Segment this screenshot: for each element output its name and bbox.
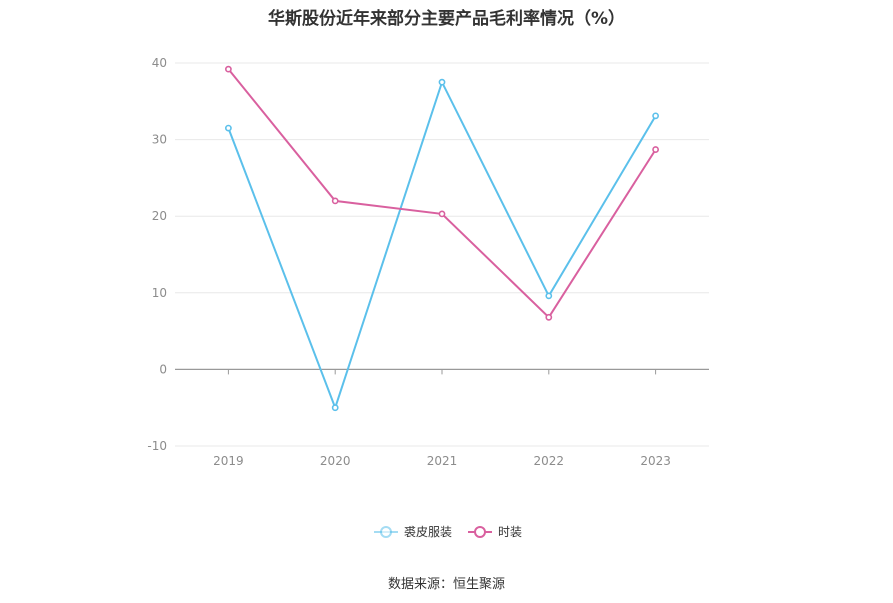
y-tick-label: -10 — [147, 439, 167, 453]
series-line — [227, 79, 657, 411]
series-lines — [227, 68, 657, 411]
series-line — [227, 68, 657, 319]
data-point — [331, 197, 339, 205]
x-tick-label: 2021 — [427, 454, 458, 468]
chart-title: 华斯股份近年来部分主要产品毛利率情况（%） — [267, 9, 626, 29]
data-point — [545, 313, 553, 321]
x-tick-label: 2020 — [320, 454, 351, 468]
y-tick-label: 30 — [152, 133, 167, 147]
data-point — [652, 112, 659, 120]
y-axis-ticks: -10 0 10 20 30 40 — [147, 56, 167, 453]
x-tick-label: 2023 — [640, 454, 671, 468]
data-point — [545, 292, 553, 300]
y-tick-label: 10 — [152, 286, 167, 300]
x-tick-label: 2019 — [213, 454, 244, 468]
legend-marker — [474, 526, 486, 538]
series-points — [224, 65, 659, 412]
y-tick-label: 20 — [152, 209, 167, 223]
data-point — [438, 78, 446, 86]
y-tick-label: 0 — [159, 362, 167, 376]
data-point — [224, 65, 232, 73]
gridlines — [175, 62, 709, 447]
x-tick-label: 2022 — [534, 454, 565, 468]
data-point — [331, 404, 339, 412]
legend-label: 裘皮服装 — [404, 525, 452, 539]
legend-item: 时装 — [468, 525, 522, 539]
data-point — [652, 146, 659, 153]
y-tick-label: 40 — [152, 56, 167, 70]
legend: 裘皮服装 时装 — [374, 525, 522, 539]
data-source: 数据来源：恒生聚源 — [387, 577, 505, 592]
legend-label: 时装 — [498, 525, 522, 539]
legend-marker — [380, 526, 392, 538]
x-axis-ticks: 2019 2020 2021 2022 2023 — [213, 369, 671, 468]
legend-item: 裘皮服装 — [374, 525, 452, 539]
data-point — [438, 210, 446, 218]
data-point — [224, 124, 232, 132]
